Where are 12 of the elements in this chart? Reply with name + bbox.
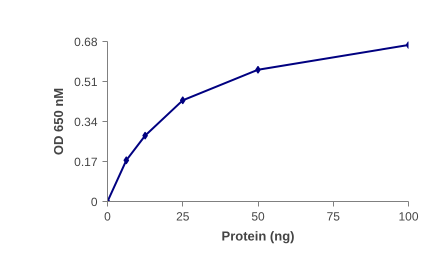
x-tick-label: 0	[104, 210, 112, 224]
x-axis-title: Protein (ng)	[222, 228, 294, 244]
x-tick-label: 100	[398, 210, 419, 224]
x-tick-label: 25	[176, 210, 190, 224]
y-axis-title: OD 650 nM	[51, 88, 66, 156]
y-tick-label: 0.68	[74, 35, 98, 49]
x-tick-label: 50	[251, 210, 265, 224]
y-tick-label: 0.51	[74, 75, 98, 89]
x-tick-label: 75	[326, 210, 340, 224]
y-tick-label: 0.17	[74, 155, 98, 169]
y-tick-label: 0	[90, 195, 98, 209]
y-tick-label: 0.34	[74, 115, 98, 129]
